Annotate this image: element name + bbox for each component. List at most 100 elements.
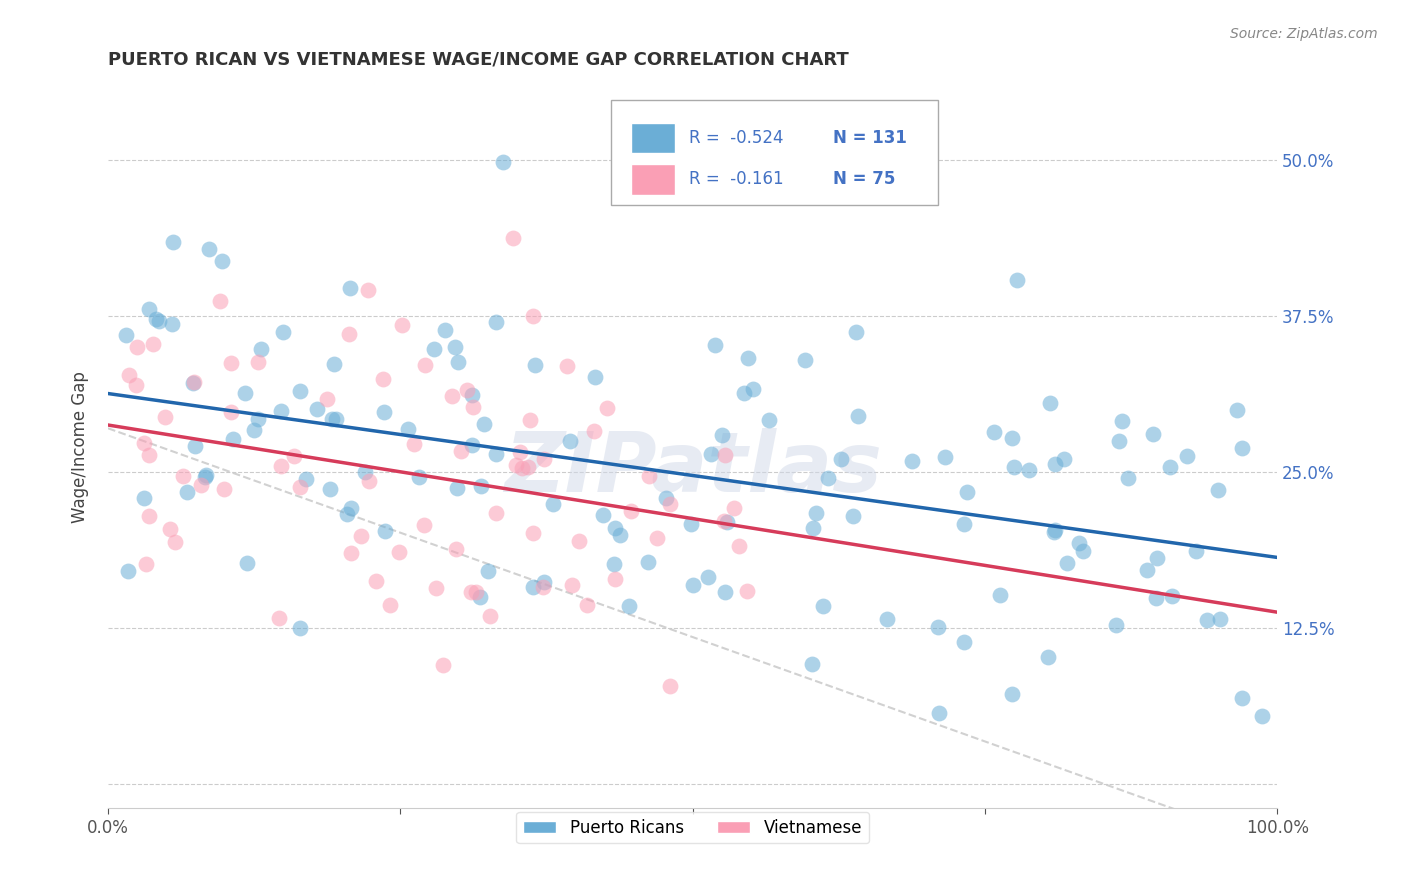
Point [619, 599, 641, 613]
Point [446, 481, 468, 495]
Point [1043, 523, 1066, 537]
Point [267, 611, 290, 625]
Point [1053, 451, 1076, 466]
FancyBboxPatch shape [631, 123, 675, 153]
Point [523, 358, 546, 372]
Point [396, 421, 419, 435]
Point [271, 325, 294, 339]
Point [373, 524, 395, 539]
Point [502, 231, 524, 245]
Point [735, 583, 758, 598]
Point [637, 469, 659, 483]
Point [288, 480, 311, 494]
Point [647, 531, 669, 545]
Point [477, 565, 499, 579]
Point [142, 336, 165, 351]
Point [117, 564, 139, 578]
Point [842, 508, 865, 523]
Point [307, 401, 329, 416]
Point [1226, 403, 1249, 417]
Point [804, 507, 827, 521]
Point [209, 294, 232, 309]
Point [583, 369, 606, 384]
Point [509, 445, 531, 459]
Point [135, 557, 157, 571]
Point [1118, 471, 1140, 485]
Point [413, 517, 436, 532]
Point [270, 403, 292, 417]
Point [423, 342, 446, 356]
Point [316, 392, 339, 406]
Point [714, 585, 737, 599]
Point [447, 355, 470, 369]
Point [655, 491, 678, 505]
Point [1111, 414, 1133, 428]
Point [440, 389, 463, 403]
Point [339, 281, 361, 295]
Point [132, 436, 155, 450]
Point [659, 679, 682, 693]
Point [160, 317, 183, 331]
Point [470, 478, 492, 492]
Point [478, 608, 501, 623]
Point [988, 588, 1011, 602]
Text: N = 75: N = 75 [832, 170, 896, 188]
Point [340, 501, 363, 516]
Point [522, 309, 544, 323]
Point [485, 506, 508, 520]
Point [357, 283, 380, 297]
Point [1144, 591, 1167, 605]
Point [1067, 536, 1090, 550]
Point [681, 517, 703, 532]
Point [408, 470, 430, 484]
Text: N = 131: N = 131 [832, 129, 907, 147]
Point [1142, 427, 1164, 442]
Point [817, 471, 839, 485]
Point [373, 405, 395, 419]
Point [801, 521, 824, 535]
Point [359, 474, 381, 488]
Point [1001, 431, 1024, 445]
Point [1043, 525, 1066, 540]
Point [195, 468, 218, 483]
Point [290, 621, 312, 635]
Point [461, 388, 484, 402]
Point [492, 154, 515, 169]
Point [519, 412, 541, 426]
Point [290, 384, 312, 398]
Point [710, 427, 733, 442]
Point [461, 438, 484, 452]
Point [1108, 434, 1130, 448]
Point [609, 528, 631, 542]
Point [1185, 544, 1208, 558]
Point [194, 470, 217, 484]
Point [1071, 544, 1094, 558]
Point [658, 497, 681, 511]
Point [183, 375, 205, 389]
Point [592, 508, 614, 522]
Point [517, 459, 540, 474]
Point [620, 504, 643, 518]
FancyBboxPatch shape [631, 164, 675, 194]
Text: R =  -0.161: R = -0.161 [689, 170, 783, 188]
Point [697, 570, 720, 584]
Point [337, 326, 360, 341]
Point [322, 357, 344, 371]
Point [364, 574, 387, 588]
Text: Source: ZipAtlas.com: Source: ZipAtlas.com [1230, 27, 1378, 41]
Point [800, 657, 823, 671]
Point [1005, 273, 1028, 287]
Point [637, 555, 659, 569]
Point [145, 312, 167, 326]
Point [247, 411, 270, 425]
Point [222, 433, 245, 447]
Point [125, 340, 148, 354]
Point [1045, 457, 1067, 471]
Point [138, 509, 160, 524]
Point [1001, 687, 1024, 701]
Point [465, 584, 488, 599]
Text: ZIPatlas: ZIPatlas [503, 428, 882, 509]
Point [704, 338, 727, 352]
Point [1206, 483, 1229, 497]
Point [713, 515, 735, 529]
